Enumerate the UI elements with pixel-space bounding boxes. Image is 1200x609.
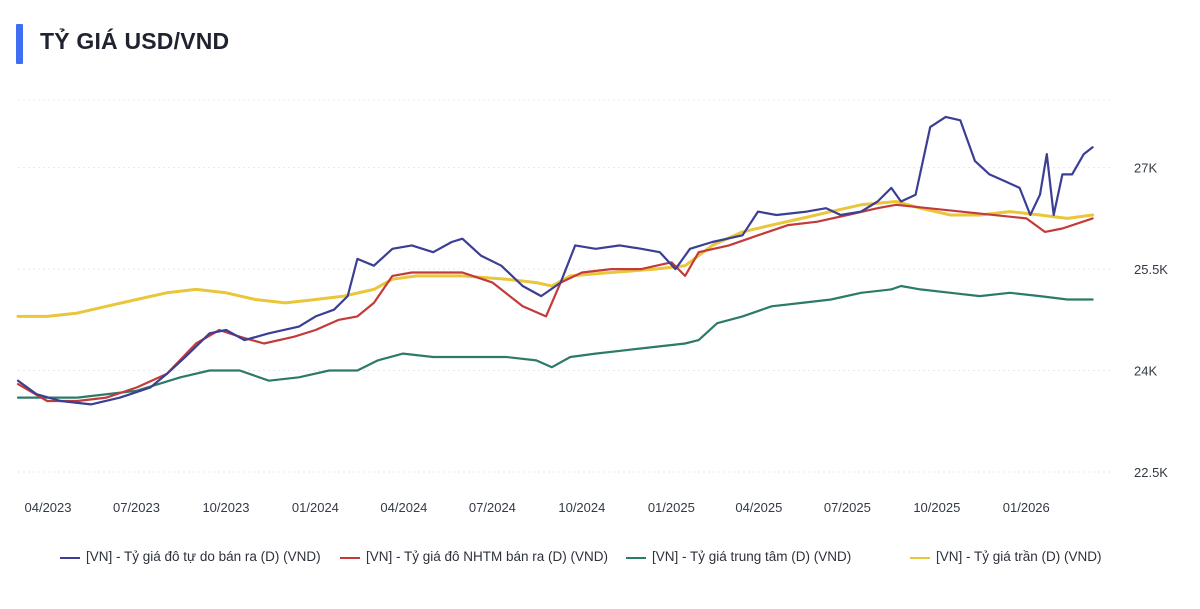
legend-label: [VN] - Tỷ giá đô tự do bán ra (D) (VND)	[86, 549, 321, 564]
series-line-1	[16, 203, 1094, 403]
series-line-2	[16, 284, 1094, 399]
x-tick-label: 10/2024	[558, 500, 605, 515]
line-chart: 22.5K 24K 25.5K 27K 04/2023 07/2023 10/2023 01…	[16, 99, 1168, 515]
chart-legend: [VN] - Tỷ giá đô tự do bán ra (D) (VND) […	[60, 548, 1190, 588]
x-axis: 04/2023 07/2023 10/2023 01/2024 04/2024 07/20…	[25, 500, 1050, 515]
legend-item-0[interactable]: [VN] - Tỷ giá đô tự do bán ra (D) (VND)	[60, 548, 336, 566]
legend-item-3[interactable]: [VN] - Tỷ giá trần (D) (VND)	[910, 548, 1200, 566]
legend-label: [VN] - Tỷ giá trần (D) (VND)	[936, 549, 1102, 564]
x-tick-label: 07/2024	[469, 500, 516, 515]
y-tick-label: 22.5K	[1134, 465, 1168, 480]
x-tick-label: 10/2025	[913, 500, 960, 515]
x-tick-label: 04/2024	[380, 500, 427, 515]
legend-swatch	[60, 557, 80, 559]
legend-item-1[interactable]: [VN] - Tỷ giá đô NHTM bán ra (D) (VND)	[340, 548, 626, 566]
legend-swatch	[910, 557, 930, 559]
x-tick-label: 01/2026	[1003, 500, 1050, 515]
chart-grid	[18, 99, 1112, 473]
y-tick-label: 25.5K	[1134, 262, 1168, 277]
page-title: TỶ GIÁ USD/VND	[40, 28, 230, 54]
legend-swatch	[340, 557, 360, 559]
legend-item-2[interactable]: [VN] - Tỷ giá trung tâm (D) (VND)	[626, 548, 912, 566]
chart-series	[16, 115, 1095, 406]
legend-swatch	[626, 557, 646, 559]
legend-label: [VN] - Tỷ giá đô NHTM bán ra (D) (VND)	[366, 549, 609, 564]
series-line-3	[16, 200, 1095, 318]
x-tick-label: 04/2025	[735, 500, 782, 515]
x-tick-label: 01/2025	[648, 500, 695, 515]
y-tick-label: 27K	[1134, 161, 1157, 176]
y-axis: 22.5K 24K 25.5K 27K	[1134, 161, 1168, 480]
x-tick-label: 07/2025	[824, 500, 871, 515]
title-accent-bar	[16, 24, 23, 64]
x-tick-label: 10/2023	[202, 500, 249, 515]
legend-label: [VN] - Tỷ giá trung tâm (D) (VND)	[652, 549, 852, 564]
x-tick-label: 04/2023	[25, 500, 72, 515]
y-tick-label: 24K	[1134, 364, 1157, 379]
series-line-0	[16, 115, 1094, 406]
x-tick-label: 01/2024	[292, 500, 339, 515]
x-tick-label: 07/2023	[113, 500, 160, 515]
